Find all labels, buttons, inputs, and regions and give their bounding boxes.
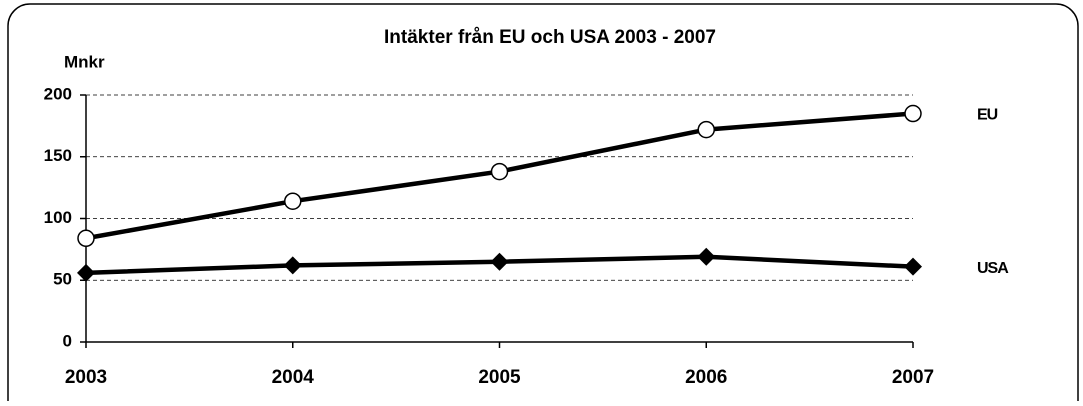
y-tick-label: 50	[53, 270, 72, 289]
y-tick-label: 200	[44, 84, 72, 103]
y-tick-label: 100	[44, 208, 72, 227]
point	[284, 192, 302, 210]
series-label: EU	[977, 107, 998, 124]
y-tick-label: 0	[63, 331, 72, 350]
chart-title: Intäkter från EU och USA 2003 - 2007	[384, 27, 716, 48]
point	[697, 120, 715, 139]
point	[490, 162, 509, 181]
x-tick-label: 2004	[272, 367, 315, 388]
point	[77, 263, 95, 282]
point	[283, 256, 302, 275]
x-tick-label: 2003	[65, 367, 107, 388]
point	[697, 247, 716, 266]
x-tick-label: 2007	[892, 367, 934, 388]
y-axis-label: Mnkr	[64, 52, 105, 71]
x-tick-label: 2006	[685, 367, 727, 388]
x-tick-label: 2005	[478, 367, 521, 388]
series-label: USA	[977, 260, 1009, 277]
point	[77, 229, 95, 248]
chart-frame	[7, 3, 1079, 406]
point	[904, 104, 922, 123]
y-tick-label: 150	[44, 146, 72, 165]
point	[490, 252, 509, 271]
point	[904, 257, 922, 276]
